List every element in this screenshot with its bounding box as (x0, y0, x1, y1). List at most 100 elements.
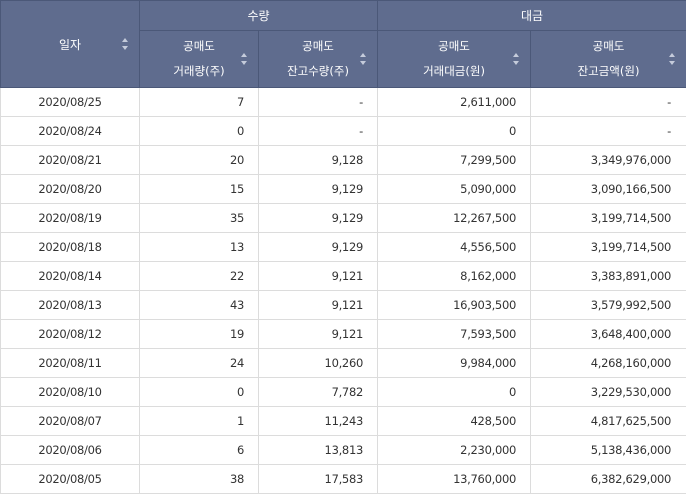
volume-cell: 24 (139, 348, 259, 378)
volume-cell: 43 (139, 290, 259, 320)
balance-qty-cell: 9,129 (258, 232, 378, 262)
balance-qty-column-label-bottom: 잔고수량(주) (287, 64, 349, 78)
table-row: 2020/08/10 0 7,782 0 3,229,530,000 (0, 377, 686, 407)
trade-amount-cell: 5,090,000 (377, 174, 531, 204)
table-row: 2020/08/05 38 17,583 13,760,000 6,382,629,00… (0, 464, 686, 494)
balance-qty-cell: 10,260 (258, 348, 378, 378)
volume-cell: 0 (139, 377, 259, 407)
balance-amount-cell: 3,648,400,000 (530, 319, 686, 349)
balance-qty-cell: 11,243 (258, 406, 378, 436)
date-cell: 2020/08/21 (0, 145, 140, 175)
volume-cell: 20 (139, 145, 259, 175)
table-header: 일자 수량 대금 공매도 거래량(주) 공매도 잔고수량(주) 공매도 (0, 0, 686, 88)
balance-amount-cell: 4,268,160,000 (530, 348, 686, 378)
volume-cell: 19 (139, 319, 259, 349)
balance-qty-cell: 7,782 (258, 377, 378, 407)
balance-amount-column-label-bottom: 잔고금액(원) (577, 64, 640, 78)
trade-amount-cell: 7,299,500 (377, 145, 531, 175)
trade-amount-cell: 16,903,500 (377, 290, 531, 320)
trade-amount-cell: 7,593,500 (377, 319, 531, 349)
balance-amount-cell: 3,199,714,500 (530, 203, 686, 233)
date-cell: 2020/08/13 (0, 290, 140, 320)
sort-updown-icon[interactable] (360, 53, 367, 65)
date-cell: 2020/08/05 (0, 464, 140, 494)
table-row: 2020/08/24 0-0- (0, 116, 686, 146)
quantity-group-header: 수량 (139, 0, 378, 31)
sort-updown-icon[interactable] (669, 53, 676, 65)
volume-column-label-bottom: 거래량(주) (173, 64, 225, 78)
header-group-row: 일자 수량 대금 (0, 0, 686, 88)
trade-amount-cell: 12,267,500 (377, 203, 531, 233)
table-body: 2020/08/25 7-2,611,000-2020/08/24 0-0-2020… (0, 87, 686, 494)
balance-amount-cell: 4,817,625,500 (530, 406, 686, 436)
date-column-label: 일자 (58, 37, 82, 52)
balance-qty-cell: 9,128 (258, 145, 378, 175)
date-cell: 2020/08/18 (0, 232, 140, 262)
trade-amount-column-label-top: 공매도 (438, 39, 470, 53)
balance-qty-cell: - (258, 116, 378, 146)
amount-group-label: 대금 (520, 9, 544, 23)
balance-amount-column-label-top: 공매도 (592, 39, 625, 53)
balance-qty-cell: 9,121 (258, 290, 378, 320)
balance-qty-cell: 13,813 (258, 435, 378, 465)
balance-qty-cell: 9,129 (258, 203, 378, 233)
trade-amount-cell: 428,500 (377, 406, 531, 436)
volume-cell: 7 (139, 87, 259, 117)
volume-cell: 15 (139, 174, 259, 204)
trade-amount-column-label-bottom: 거래대금(원) (423, 64, 485, 78)
quantity-group-label: 수량 (247, 9, 270, 23)
balance-amount-cell: 3,349,976,000 (530, 145, 686, 175)
table-row: 2020/08/06 6 13,813 2,230,000 5,138,436,000 (0, 435, 686, 465)
balance-amount-cell: - (530, 87, 686, 117)
balance-amount-cell: 3,383,891,000 (530, 261, 686, 291)
balance-qty-cell: 17,583 (258, 464, 378, 494)
sort-updown-icon[interactable] (122, 38, 129, 50)
balance-qty-cell: 9,121 (258, 319, 378, 349)
balance-amount-column-header[interactable]: 공매도 잔고금액(원) (530, 30, 686, 88)
balance-qty-cell: - (258, 87, 378, 117)
volume-cell: 1 (139, 406, 259, 436)
header-column-row: 공매도 거래량(주) 공매도 잔고수량(주) 공매도 거래대금(원) 공매도 잔… (1, 30, 686, 88)
date-cell: 2020/08/19 (0, 203, 140, 233)
table-row: 2020/08/11 24 10,260 9,984,000 4,268,160,000 (0, 348, 686, 378)
balance-amount-cell: 6,382,629,000 (530, 464, 686, 494)
date-cell: 2020/08/25 (0, 87, 140, 117)
balance-amount-cell: 3,579,992,500 (530, 290, 686, 320)
volume-column-header[interactable]: 공매도 거래량(주) (139, 30, 259, 88)
trade-amount-cell: 2,230,000 (377, 435, 531, 465)
volume-cell: 38 (139, 464, 259, 494)
trade-amount-column-header[interactable]: 공매도 거래대금(원) (377, 30, 531, 88)
table-row: 2020/08/19 35 9,129 12,267,500 3,199,714,500 (0, 203, 686, 233)
date-cell: 2020/08/12 (0, 319, 140, 349)
sort-updown-icon[interactable] (241, 53, 248, 65)
table-row: 2020/08/12 19 9,121 7,593,500 3,648,400,000 (0, 319, 686, 349)
table-row: 2020/08/07 1 11,243 428,500 4,817,625,500 (0, 406, 686, 436)
volume-cell: 13 (139, 232, 259, 262)
date-column-header[interactable]: 일자 (0, 0, 140, 88)
trade-amount-cell: 0 (377, 377, 531, 407)
balance-amount-cell: 3,090,166,500 (530, 174, 686, 204)
date-cell: 2020/08/06 (0, 435, 140, 465)
sort-updown-icon[interactable] (513, 53, 520, 65)
trade-amount-cell: 2,611,000 (377, 87, 531, 117)
balance-qty-cell: 9,121 (258, 261, 378, 291)
volume-cell: 6 (139, 435, 259, 465)
date-cell: 2020/08/24 (0, 116, 140, 146)
volume-cell: 22 (139, 261, 259, 291)
date-cell: 2020/08/20 (0, 174, 140, 204)
table-row: 2020/08/21 20 9,128 7,299,500 3,349,976,000 (0, 145, 686, 175)
trade-amount-cell: 8,162,000 (377, 261, 531, 291)
amount-group-header: 대금 (377, 0, 686, 31)
trade-amount-cell: 9,984,000 (377, 348, 531, 378)
balance-qty-column-header[interactable]: 공매도 잔고수량(주) (258, 30, 378, 88)
balance-amount-cell: 3,229,530,000 (530, 377, 686, 407)
table-row: 2020/08/18 13 9,129 4,556,500 3,199,714,500 (0, 232, 686, 262)
balance-qty-cell: 9,129 (258, 174, 378, 204)
table-row: 2020/08/13 43 9,121 16,903,500 3,579,992,500 (0, 290, 686, 320)
volume-cell: 0 (139, 116, 259, 146)
balance-amount-cell: 5,138,436,000 (530, 435, 686, 465)
volume-column-label-top: 공매도 (183, 39, 215, 53)
trade-amount-cell: 0 (377, 116, 531, 146)
date-cell: 2020/08/14 (0, 261, 140, 291)
